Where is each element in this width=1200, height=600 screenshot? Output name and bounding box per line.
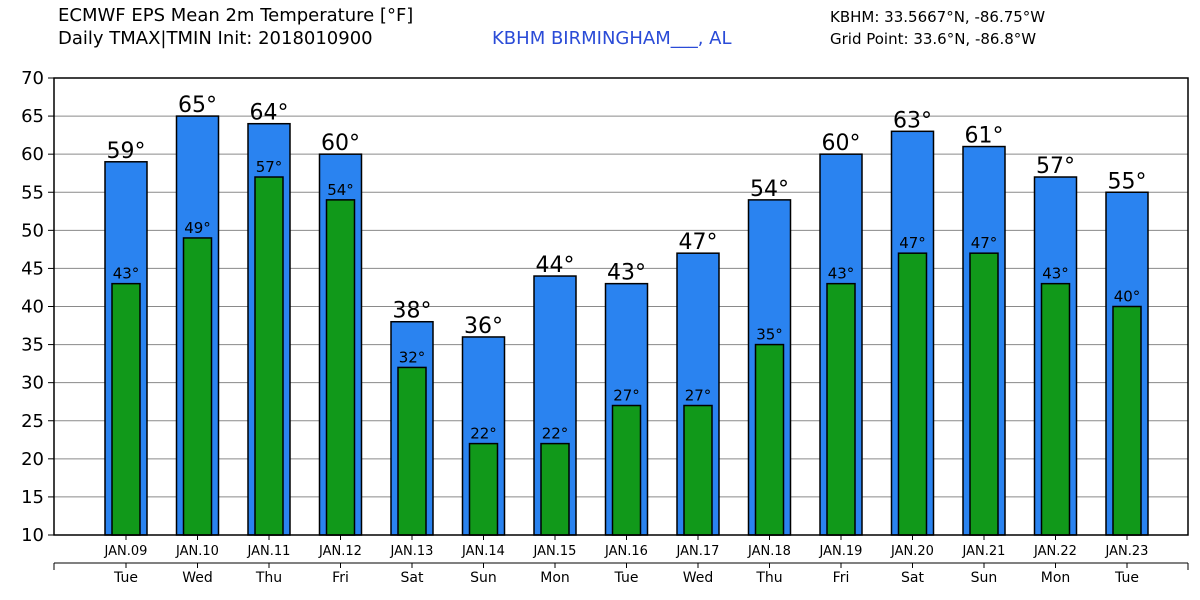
tmax-label: 63°	[893, 108, 932, 133]
y-tick-label: 35	[21, 335, 44, 356]
y-tick-label: 60	[21, 144, 44, 165]
tmin-bar	[969, 252, 999, 536]
x-tick-label: JAN.13	[390, 544, 434, 559]
tmax-label: 55°	[1108, 169, 1147, 194]
grid-point-coordinates: Grid Point: 33.6°N, -86.8°W	[830, 30, 1037, 48]
axes: 10 15 20 25 30 35 40 45 50 55 60 65 70 JAN.09 Tue JAN.1…	[21, 68, 1189, 586]
tmin-label: 47°	[899, 234, 926, 252]
tmin-label: 43°	[828, 265, 855, 283]
x-tick-label: JAN.22	[1033, 544, 1077, 559]
tmin-bar	[754, 343, 785, 536]
x-tick-label: JAN.14	[461, 544, 505, 559]
x-tick-label: JAN.10	[175, 544, 219, 559]
y-tick-label: 65	[21, 106, 44, 127]
chart-title: ECMWF EPS Mean 2m Temperature [°F]	[58, 5, 414, 26]
weekday-label: Sun	[470, 570, 497, 586]
y-tick-label: 20	[21, 449, 44, 470]
tmin-label: 49°	[184, 219, 211, 237]
tmax-label: 60°	[822, 131, 861, 156]
tmax-label: 38°	[393, 299, 432, 324]
tmin-bar	[611, 404, 642, 536]
tmin-label: 22°	[542, 425, 569, 443]
y-tick-label: 55	[21, 182, 44, 203]
bar-layer	[104, 115, 1149, 536]
tmin-label: 54°	[327, 181, 354, 199]
tmin-label: 32°	[399, 348, 426, 366]
y-tick-label: 15	[21, 487, 44, 508]
chart-subtitle: Daily TMAX|TMIN Init: 2018010900	[58, 28, 373, 49]
weekday-label: Thu	[755, 570, 782, 586]
tmin-bar	[683, 404, 713, 536]
x-tick-label: JAN.12	[318, 544, 362, 559]
weekday-label: Mon	[540, 570, 570, 586]
tmin-bar	[540, 442, 570, 536]
data-labels: 59° 43° 65° 49° 64° 57° 60° 54° 38° 32° 36° 22° 44° 2…	[107, 93, 1147, 443]
tmax-label: 61°	[965, 124, 1004, 149]
plot-frame	[53, 77, 1189, 536]
x-tick-label: JAN.21	[962, 544, 1006, 559]
tmax-label: 64°	[250, 101, 289, 126]
tmin-bar	[1040, 282, 1071, 536]
y-tick-label: 25	[21, 411, 44, 432]
x-tick-label: JAN.17	[676, 544, 720, 559]
tmin-label: 43°	[113, 265, 140, 283]
x-tick-label: JAN.23	[1105, 544, 1149, 559]
tmin-label: 22°	[470, 425, 497, 443]
tmin-label: 35°	[756, 326, 783, 344]
tmax-label: 36°	[464, 314, 503, 339]
weekday-label: Tue	[614, 570, 639, 586]
weekday-label: Tue	[113, 570, 138, 586]
tmin-bar	[1112, 305, 1142, 536]
x-tick-label: JAN.09	[104, 544, 148, 559]
weekday-label: Wed	[683, 570, 714, 586]
weekday-label: Tue	[1114, 570, 1139, 586]
x-tick-label: JAN.16	[604, 544, 648, 559]
tmin-bar	[897, 252, 928, 536]
x-tick-label: JAN.11	[247, 544, 291, 559]
weekday-label: Mon	[1041, 570, 1071, 586]
tmax-label: 60°	[321, 131, 360, 156]
weekday-label: Sat	[401, 570, 424, 586]
tmin-bar	[397, 366, 427, 536]
tmin-bar	[254, 176, 284, 536]
tmin-label: 40°	[1114, 288, 1141, 306]
y-tick-label: 50	[21, 220, 44, 241]
x-tick-label: JAN.19	[819, 544, 863, 559]
tmin-bar	[468, 442, 499, 536]
y-tick-label: 70	[21, 68, 44, 89]
x-tick-label: JAN.20	[890, 544, 934, 559]
station-name: KBHM BIRMINGHAM___, AL	[492, 28, 732, 49]
tmin-bar	[182, 237, 213, 536]
tmax-label: 54°	[750, 177, 789, 202]
tmax-label: 43°	[607, 261, 646, 286]
tmin-bar	[325, 199, 356, 536]
y-tick-label: 45	[21, 258, 44, 279]
station-coordinates: KBHM: 33.5667°N, -86.75°W	[830, 8, 1046, 26]
x-tick-label: JAN.15	[533, 544, 577, 559]
y-tick-label: 40	[21, 297, 44, 318]
tmax-label: 44°	[536, 253, 575, 278]
tmin-label: 27°	[613, 387, 640, 405]
weekday-label: Sun	[971, 570, 998, 586]
tmin-bar	[111, 282, 141, 536]
tmax-label: 59°	[107, 139, 146, 164]
weekday-label: Thu	[255, 570, 282, 586]
y-tick-label: 30	[21, 373, 44, 394]
weekday-label: Wed	[182, 570, 213, 586]
tmin-label: 27°	[685, 387, 712, 405]
weekday-label: Sat	[901, 570, 924, 586]
tmax-label: 47°	[679, 230, 718, 255]
y-tick-label: 10	[21, 525, 44, 546]
x-tick-label: JAN.18	[747, 544, 791, 559]
tmin-label: 43°	[1042, 265, 1069, 283]
weekday-label: Fri	[833, 570, 850, 586]
weekday-label: Fri	[332, 570, 349, 586]
tmax-label: 65°	[178, 93, 217, 118]
tmin-label: 47°	[971, 234, 998, 252]
tmax-label: 57°	[1036, 154, 1075, 179]
tmin-label: 57°	[256, 158, 283, 176]
tmin-bar	[826, 282, 856, 536]
